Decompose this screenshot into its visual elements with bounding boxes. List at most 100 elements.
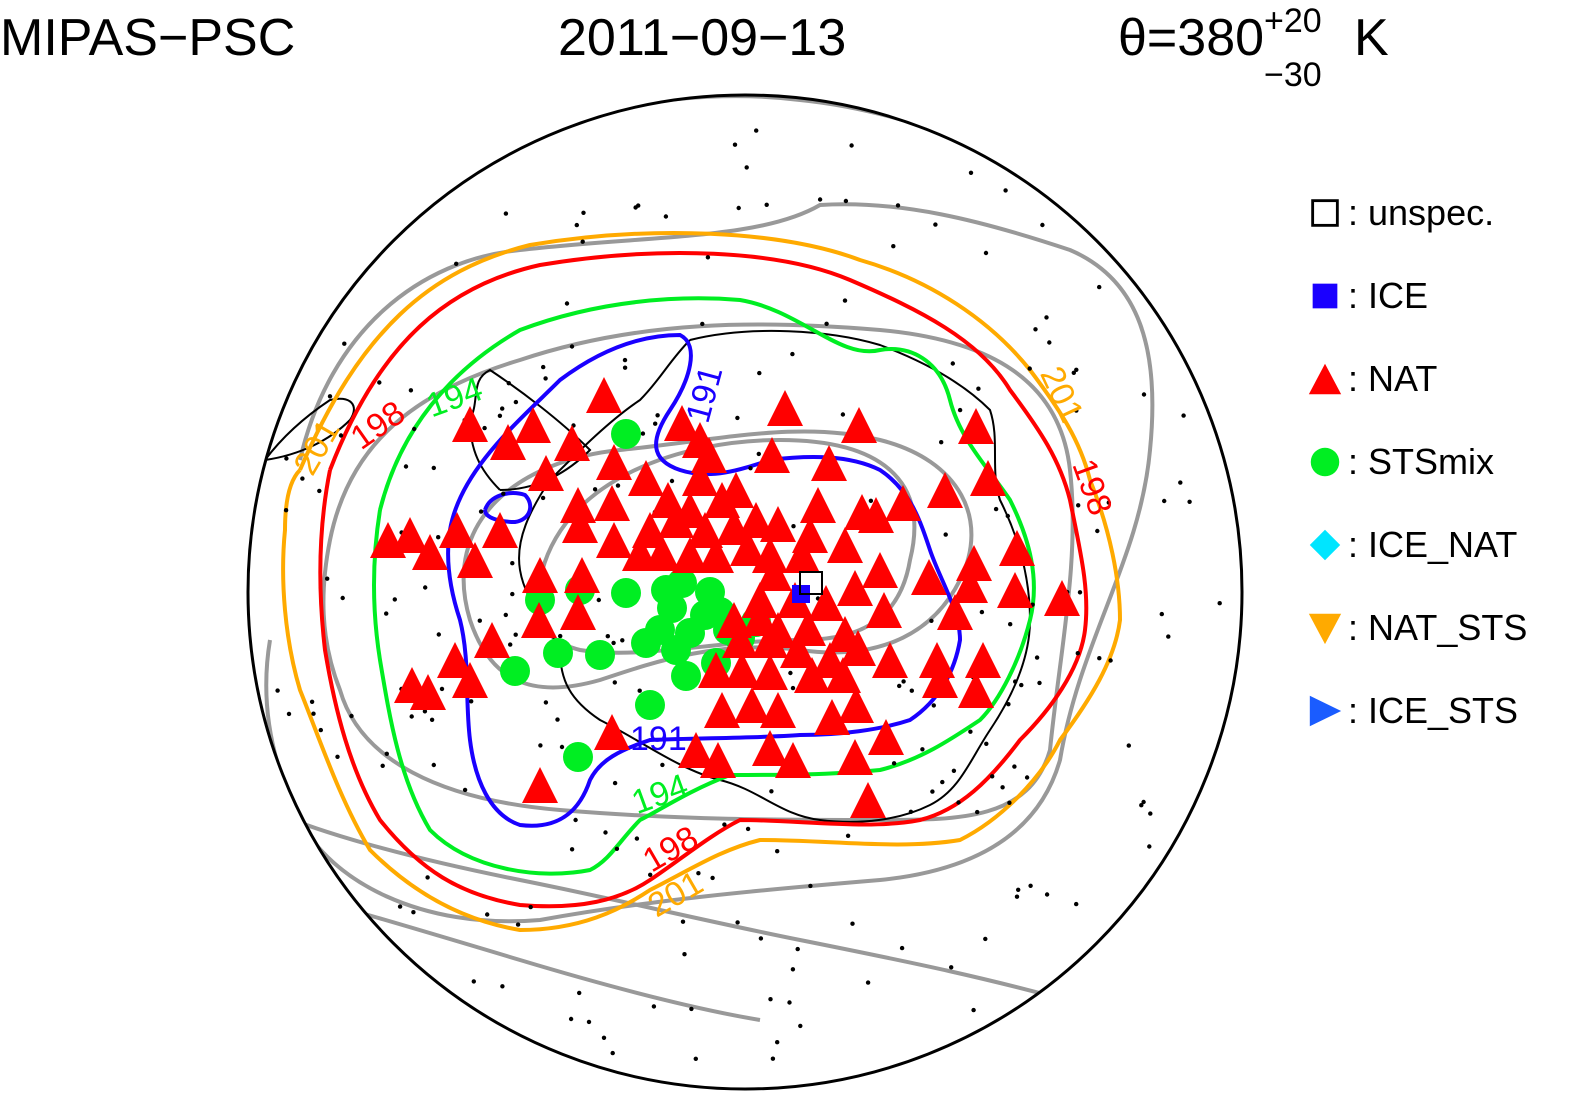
measurement-dot (325, 576, 330, 581)
legend-label-nat-sts: : NAT_STS (1348, 607, 1528, 648)
measurement-dot (689, 1006, 694, 1012)
measurement-dot (993, 506, 999, 512)
theta-sub: −30 (1264, 56, 1322, 94)
nat-marker (872, 642, 908, 678)
nat-marker (560, 594, 596, 630)
measurement-dot (508, 642, 513, 647)
measurement-dot (342, 341, 347, 346)
measurement-dot (596, 597, 601, 603)
measurement-dot (790, 351, 795, 357)
nat-marker (560, 487, 596, 523)
measurement-dot (710, 875, 715, 881)
date-title: 2011−09−13 (558, 9, 847, 67)
stsmix-marker (611, 419, 641, 449)
nat-marker (730, 530, 766, 566)
measurement-dot (1097, 284, 1102, 290)
measurement-dot (1027, 366, 1032, 371)
legend-item-nat-sts: : NAT_STS (1306, 603, 1527, 653)
measurement-dot (790, 967, 796, 972)
measurement-dot (808, 883, 813, 889)
measurement-dot (842, 298, 848, 303)
measurement-dot (573, 817, 578, 823)
measurement-dot (574, 222, 579, 228)
measurement-dot (540, 495, 546, 501)
triangle-down-icon (1308, 613, 1342, 645)
nat-marker (752, 730, 788, 766)
measurement-dot (700, 321, 705, 327)
nat-marker (658, 502, 694, 538)
measurement-dot (510, 591, 515, 597)
measurement-dot (798, 1023, 803, 1029)
stsmix-marker (635, 690, 665, 720)
measurement-dot (622, 365, 628, 370)
measurement-dot (735, 920, 740, 925)
measurement-dot (429, 717, 435, 722)
contour-201 (281, 231, 1123, 933)
measurement-dot (1071, 370, 1077, 375)
measurement-dot (1181, 413, 1186, 418)
theta-unit: K (1354, 9, 1389, 67)
measurement-dot (1034, 655, 1040, 660)
nat-marker (687, 512, 723, 548)
measurement-dot (612, 780, 618, 786)
measurement-dot (612, 680, 617, 685)
nat-marker (794, 657, 830, 693)
measurement-dot (439, 686, 445, 692)
measurement-dot (1033, 327, 1038, 332)
measurement-dot (950, 361, 955, 366)
measurement-dot (1139, 803, 1144, 808)
nat-marker (704, 692, 740, 728)
nat-marker (862, 552, 898, 588)
measurement-dot (615, 483, 621, 488)
measurement-dot (908, 809, 914, 814)
measurement-dot (957, 407, 963, 413)
measurement-dot (601, 1035, 607, 1041)
stsmix-marker (543, 638, 573, 668)
stsmix-marker (563, 742, 593, 772)
measurement-dot (622, 357, 628, 363)
measurement-dot (392, 597, 397, 602)
nat-marker (956, 545, 992, 581)
measurement-dot (436, 535, 441, 540)
measurement-dot (327, 394, 333, 399)
legend-label-nat: : NAT (1348, 358, 1438, 399)
measurement-dot (920, 747, 925, 752)
theta-range: +20 −30 (1264, 2, 1354, 94)
nat-marker (738, 502, 774, 538)
measurement-dot (1077, 590, 1083, 595)
stsmix-marker (690, 600, 720, 630)
measurement-dot (610, 1050, 615, 1056)
measurement-dot (412, 426, 417, 432)
measurement-dot (620, 638, 625, 643)
measurement-dot (611, 640, 616, 646)
measurement-dot (425, 875, 430, 880)
nat-marker (800, 487, 836, 523)
theta-value: θ=380 (1118, 9, 1265, 67)
measurement-dot (1097, 656, 1102, 661)
nat-marker (814, 699, 850, 735)
measurement-dot (500, 406, 505, 411)
measurement-dot (1141, 799, 1146, 805)
nat-marker (752, 654, 788, 690)
measurement-dot (1044, 315, 1049, 320)
circle-icon (1310, 447, 1340, 477)
measurement-dot (1014, 894, 1020, 899)
nat-marker (775, 742, 811, 778)
measurement-dot (284, 456, 289, 461)
measurement-dot (538, 743, 543, 748)
measurement-dot (482, 425, 487, 431)
measurement-dot (1016, 887, 1021, 892)
nat-marker (734, 687, 770, 723)
legend-item-ice: : ICE (1306, 271, 1428, 321)
legend-item-ice-sts: : ICE_STS (1306, 686, 1518, 736)
measurement-dot (895, 203, 901, 208)
nat-marker (515, 407, 551, 443)
measurement-dot (1075, 651, 1081, 656)
measurement-dot (768, 997, 773, 1002)
measurement-dot (1013, 679, 1018, 684)
measurement-dot (756, 451, 761, 457)
measurement-dot (845, 833, 851, 838)
measurement-dot (748, 466, 753, 471)
measurement-dot (423, 585, 428, 590)
